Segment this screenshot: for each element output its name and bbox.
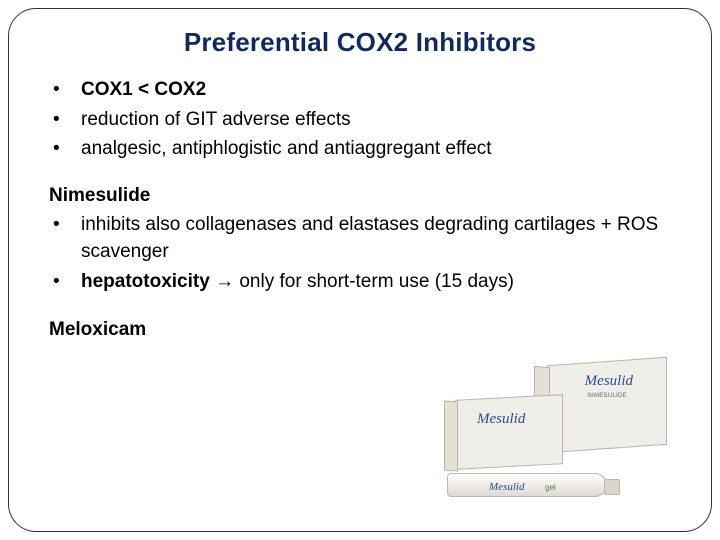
product-sub-label: NIMESULIDE — [587, 393, 627, 399]
bullet-text: COX1 < COX2 — [81, 79, 206, 100]
tube-form-label: gel — [545, 483, 556, 492]
intro-bullet-list: COX1 < COX2 reduction of GIT adverse eff… — [47, 76, 683, 163]
slide-frame: Preferential COX2 Inhibitors COX1 < COX2… — [8, 8, 712, 532]
product-illustration: Mesulid NIMESULIDE Mesulid Mesulid gel — [437, 353, 667, 503]
list-item: COX1 < COX2 — [47, 76, 683, 104]
bullet-text: → only for short-term use (15 days) — [210, 271, 514, 292]
slide-title: Preferential COX2 Inhibitors — [37, 27, 683, 58]
nimesulide-bullet-list: inhibits also collagenases and elastases… — [47, 211, 683, 296]
list-item: inhibits also collagenases and elastases… — [47, 211, 683, 266]
list-item: reduction of GIT adverse effects — [47, 106, 683, 134]
meloxicam-heading: Meloxicam — [49, 319, 683, 341]
product-box — [547, 357, 667, 453]
product-brand-label: Mesulid — [585, 373, 633, 390]
product-brand-label: Mesulid — [477, 411, 525, 428]
tube-brand-label: Mesulid — [489, 481, 524, 493]
list-item: hepatotoxicity → only for short-term use… — [47, 268, 683, 296]
hepatotoxicity-label: hepatotoxicity — [81, 271, 210, 292]
nimesulide-heading: Nimesulide — [49, 185, 683, 207]
list-item: analgesic, antiphlogistic and antiaggreg… — [47, 135, 683, 163]
bullet-text: analgesic, antiphlogistic and antiaggreg… — [81, 138, 492, 159]
bullet-text: inhibits also collagenases and elastases… — [81, 214, 658, 263]
product-tube — [447, 473, 607, 497]
product-box — [455, 394, 563, 470]
bullet-text: reduction of GIT adverse effects — [81, 109, 351, 130]
